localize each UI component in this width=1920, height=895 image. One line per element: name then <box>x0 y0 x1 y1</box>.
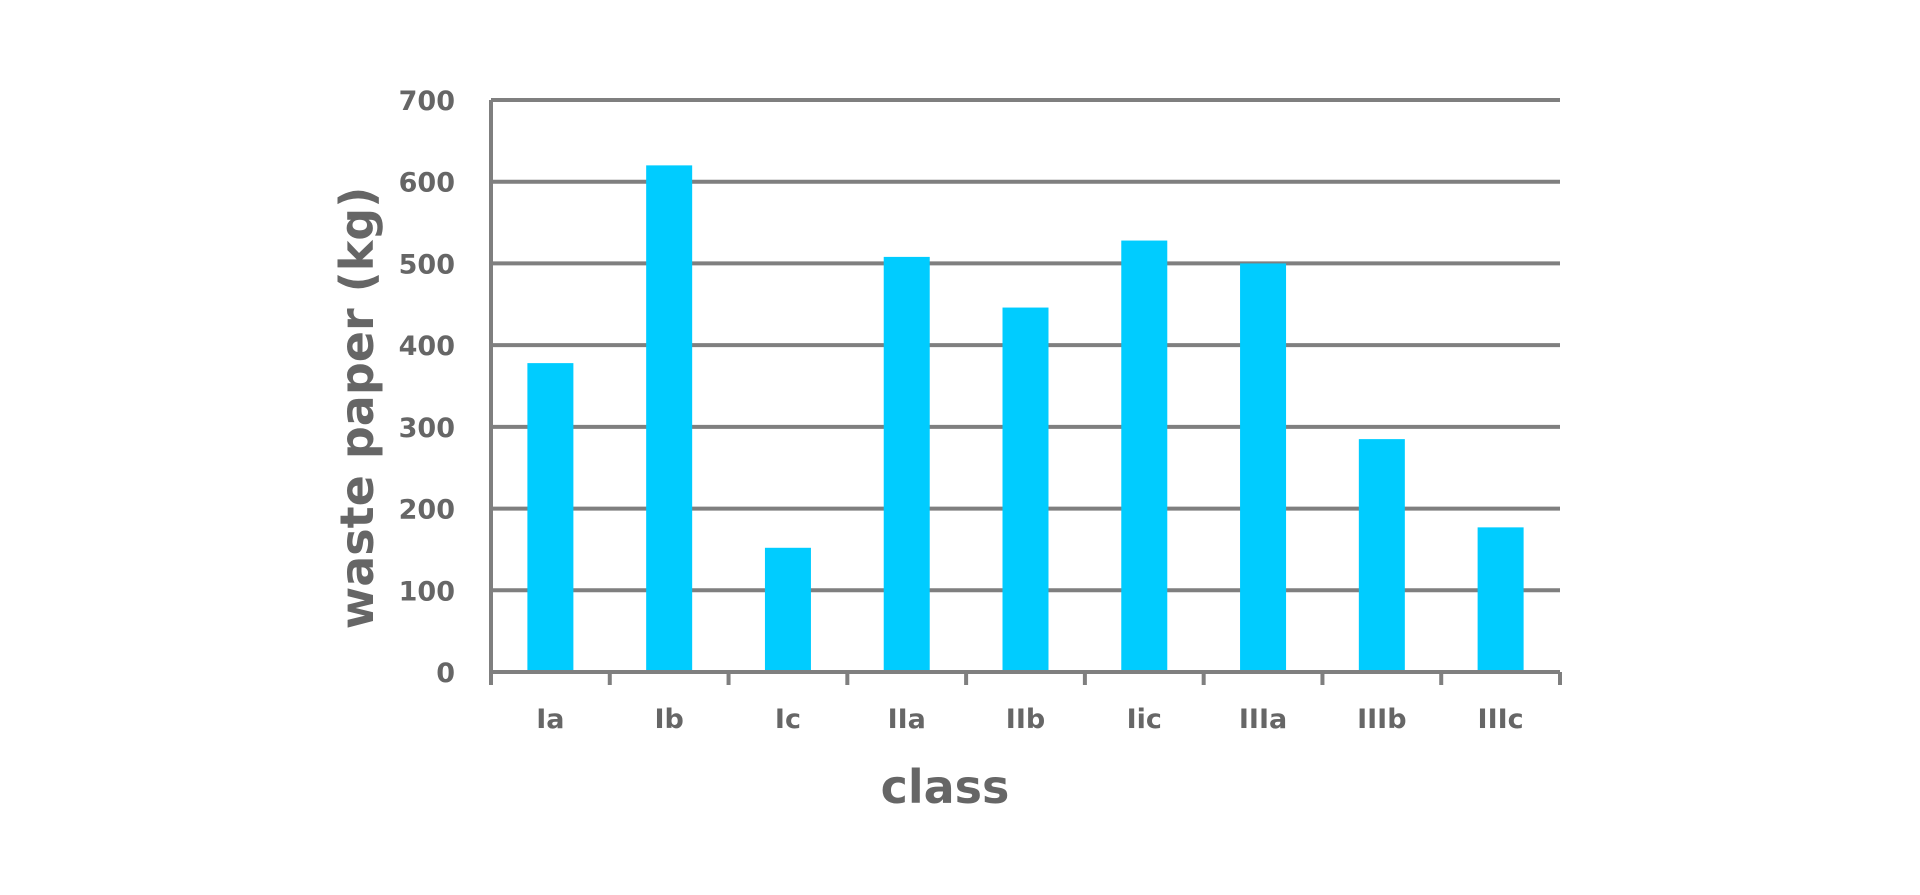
bar-Iic <box>1121 240 1168 672</box>
bars <box>527 165 1524 672</box>
y-tick-label: 500 <box>399 249 455 280</box>
y-tick-label: 700 <box>399 86 455 117</box>
bar-IIIb <box>1358 439 1405 672</box>
y-tick-label: 200 <box>399 495 455 526</box>
bar-Ic <box>764 547 811 672</box>
axes <box>489 100 1562 685</box>
bar-Ib <box>646 165 693 672</box>
x-tick-label: Ia <box>536 704 564 735</box>
x-tick-label: Ib <box>654 704 683 735</box>
bar-IIIc <box>1477 527 1524 672</box>
bar-Ia <box>527 363 574 672</box>
x-tick-label: IIIb <box>1357 704 1406 735</box>
x-tick-labels: Ia Ib Ic IIa IIb Iic IIIa IIIb IIIc <box>536 704 1523 735</box>
y-tick-label: 400 <box>399 331 455 362</box>
x-tick-label: IIa <box>888 704 926 735</box>
y-axis-title: waste paper (kg) <box>330 187 384 629</box>
y-tick-labels: 0 100 200 300 400 500 600 700 <box>399 86 455 689</box>
x-tick-label: Iic <box>1127 704 1162 735</box>
x-axis-title: class <box>881 760 1010 814</box>
x-tick-label: Ic <box>775 704 801 735</box>
y-tick-label: 300 <box>399 413 455 444</box>
bar-IIb <box>1002 307 1049 672</box>
x-tick-label: IIIc <box>1478 704 1524 735</box>
x-tick-label: IIb <box>1006 704 1045 735</box>
x-tick-label: IIIa <box>1239 704 1287 735</box>
bar-IIIa <box>1240 263 1287 672</box>
bar-IIa <box>883 256 930 672</box>
y-tick-label: 100 <box>399 576 455 607</box>
y-tick-label: 600 <box>399 168 455 199</box>
y-tick-label: 0 <box>436 658 455 689</box>
